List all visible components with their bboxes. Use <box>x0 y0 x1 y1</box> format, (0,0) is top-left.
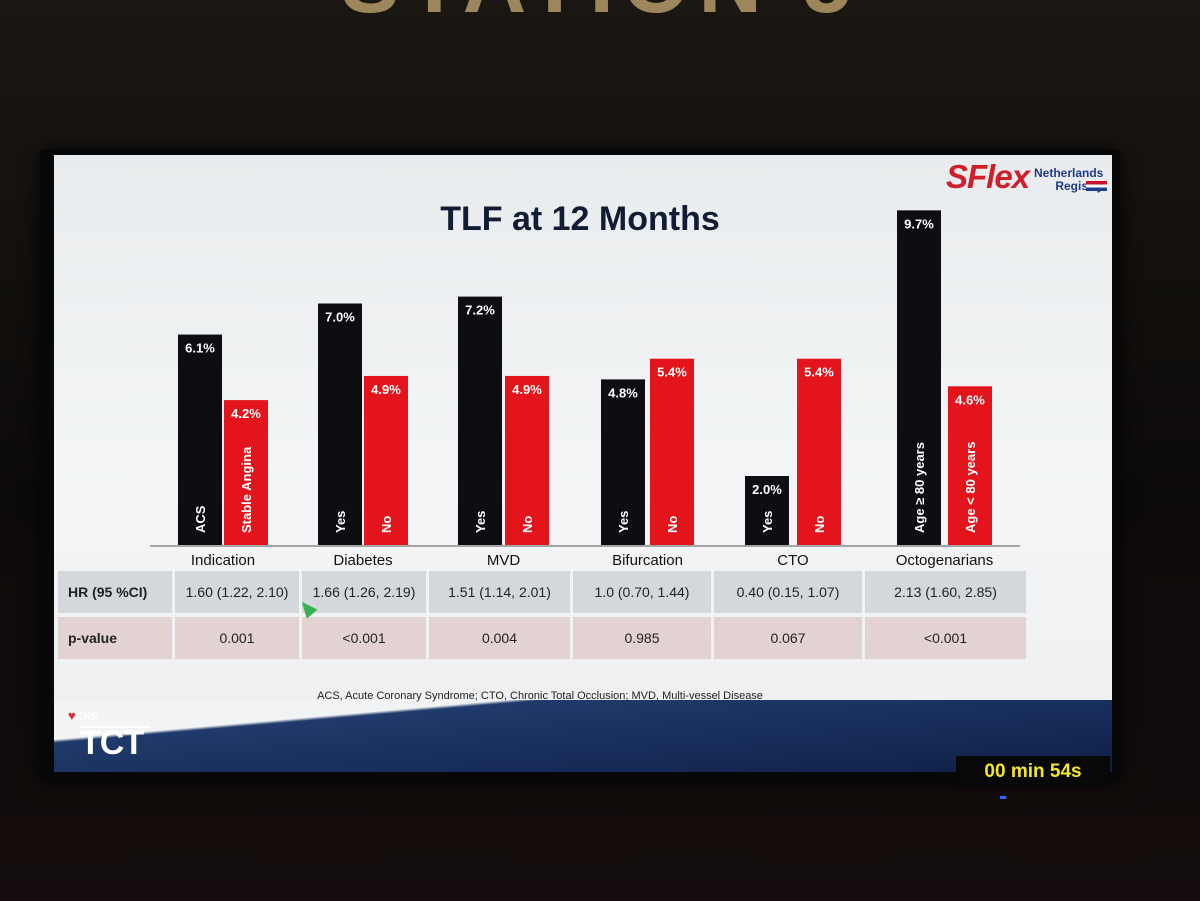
crf-label: CRF <box>75 711 99 723</box>
row-header-hr: HR (95 %CI) <box>58 571 172 613</box>
bar-category-label-10: Age ≥ 80 years <box>912 442 927 533</box>
tct-label: TCT <box>80 724 144 762</box>
bar-value-label-4: 7.2% <box>465 303 495 318</box>
bar-0 <box>178 334 222 545</box>
p-cell-bifurcation: 0.985 <box>573 617 711 659</box>
bar-value-label-8: 2.0% <box>752 482 782 497</box>
bar-5 <box>505 375 549 545</box>
bar-category-label-7: No <box>665 516 680 533</box>
group-label-4: CTO <box>777 552 808 569</box>
bar-9 <box>797 358 841 545</box>
bar-10 <box>897 210 941 545</box>
group-label-5: Octogenarians <box>896 552 994 569</box>
netherlands-flag-icon <box>1086 181 1107 191</box>
bar-value-label-9: 5.4% <box>804 365 834 380</box>
bar-value-label-2: 7.0% <box>325 310 355 325</box>
crf-mark: ♥CRF <box>68 708 98 723</box>
slide-title: TLF at 12 Months <box>440 200 720 238</box>
slide-footer-band <box>54 700 1112 772</box>
bar-category-label-8: Yes <box>760 511 775 533</box>
logo-word: SFlex <box>946 158 1030 195</box>
group-label-0: Indication <box>191 552 255 569</box>
bar-value-label-11: 4.6% <box>955 392 985 407</box>
bar-category-label-0: ACS <box>193 505 208 533</box>
abbreviation-footnote: ACS, Acute Coronary Syndrome; CTO, Chron… <box>317 690 763 702</box>
logo-rule <box>80 726 150 728</box>
p-cell-diabetes: <0.001 <box>302 617 426 659</box>
venue-sign: STATION 5 <box>260 0 940 26</box>
bar-category-label-4: Yes <box>473 511 488 533</box>
sflex-logo: SFlex Netherlands Registry <box>946 158 1111 198</box>
bar-8 <box>745 476 789 545</box>
bar-value-label-3: 4.9% <box>371 382 401 397</box>
hr-cell-bifurcation: 1.0 (0.70, 1.44) <box>573 571 711 613</box>
bar-category-label-3: No <box>379 516 394 533</box>
bar-category-label-9: No <box>812 516 827 533</box>
bar-value-label-7: 5.4% <box>657 365 687 380</box>
bar-value-label-5: 4.9% <box>512 382 542 397</box>
p-cell-octogenarians: <0.001 <box>865 617 1026 659</box>
bar-6 <box>601 379 645 545</box>
bar-11 <box>948 386 992 545</box>
group-label-1: Diabetes <box>333 552 392 569</box>
bar-2 <box>318 303 362 545</box>
bar-value-label-0: 6.1% <box>185 341 215 356</box>
tct-logo: ♥CRF TCT <box>68 708 168 768</box>
row-header-p: p-value <box>58 617 172 659</box>
table-row-hr: HR (95 %CI) 1.60 (1.22, 2.10) 1.66 (1.26… <box>58 571 1026 615</box>
bar-category-label-2: Yes <box>333 511 348 533</box>
p-cell-cto: 0.067 <box>714 617 862 659</box>
bar-value-label-1: 4.2% <box>231 406 261 421</box>
logo-sub-line-1: Netherlands <box>1034 166 1104 180</box>
hr-cell-indication: 1.60 (1.22, 2.10) <box>175 571 299 613</box>
p-cell-indication: 0.001 <box>175 617 299 659</box>
bar-value-label-6: 4.8% <box>608 385 638 400</box>
bar-category-label-11: Age < 80 years <box>963 442 978 533</box>
bar-4 <box>458 296 502 545</box>
countdown-timer: 00 min 54s <box>956 756 1110 788</box>
monitor-led <box>1000 796 1006 799</box>
bar-category-label-1: Stable Angina <box>239 446 254 533</box>
group-label-2: MVD <box>487 552 521 569</box>
bar-category-label-6: Yes <box>616 511 631 533</box>
p-cell-mvd: 0.004 <box>429 617 570 659</box>
bar-1 <box>224 400 268 545</box>
hr-cell-diabetes: 1.66 (1.26, 2.19) <box>302 571 426 613</box>
bar-7 <box>650 358 694 545</box>
heart-icon: ♥ <box>68 708 76 723</box>
table-row-p: p-value 0.001 <0.001 0.004 0.985 0.067 <… <box>58 617 1026 661</box>
bar-category-label-5: No <box>520 516 535 533</box>
hr-cell-octogenarians: 2.13 (1.60, 2.85) <box>865 571 1026 613</box>
hr-cell-cto: 0.40 (0.15, 1.07) <box>714 571 862 613</box>
hr-cell-mvd: 1.51 (1.14, 2.01) <box>429 571 570 613</box>
bar-3 <box>364 375 408 545</box>
bar-value-label-10: 9.7% <box>904 216 934 231</box>
group-label-3: Bifurcation <box>612 552 683 569</box>
